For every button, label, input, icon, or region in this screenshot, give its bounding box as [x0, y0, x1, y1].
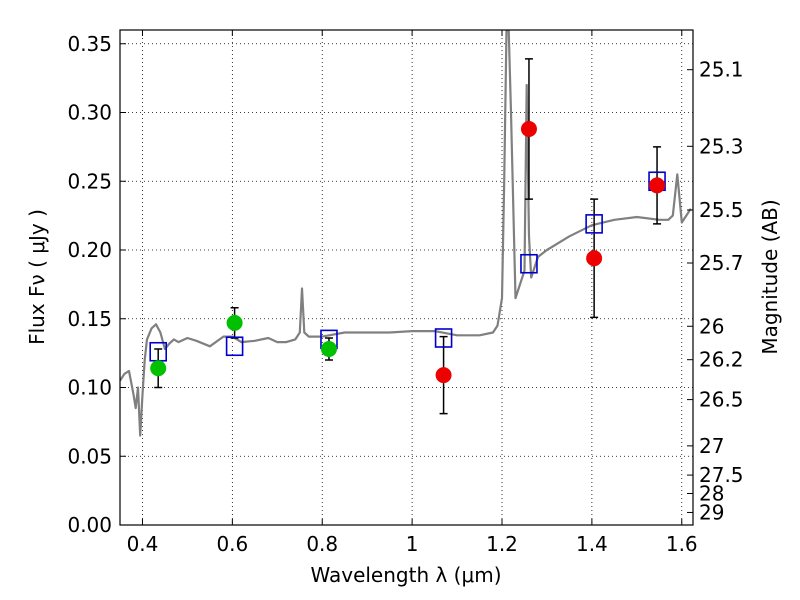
y-tick-label: 0.05 — [67, 444, 112, 468]
model-square-marker — [585, 214, 603, 234]
x-axis-label: Wavelength λ (μm) — [310, 563, 501, 587]
data-point-marker — [649, 177, 666, 194]
y-tick-label: 0.00 — [67, 513, 112, 537]
y2-tick-label: 28 — [699, 482, 724, 506]
x-tick-label: 1.4 — [576, 532, 608, 556]
data-point-marker — [320, 341, 337, 357]
data-point-marker — [150, 360, 167, 377]
y-tick-label: 0.10 — [67, 376, 112, 400]
data-point-marker — [435, 367, 452, 384]
data-point-marker — [586, 250, 603, 267]
model-square-marker — [520, 253, 538, 274]
y2-tick-label: 25.7 — [699, 251, 744, 275]
x-tick-label: 0.4 — [127, 532, 159, 556]
spectrum-line — [120, 30, 692, 437]
x-tick-label: 0.6 — [216, 532, 248, 556]
y2-tick-label: 25.1 — [699, 58, 744, 82]
plot-frame — [119, 29, 694, 526]
x-axis-ticks: 0.4 0.6 0.8 1 1.2 1.4 1.6 — [127, 30, 698, 556]
model-square-marker — [434, 328, 453, 348]
x-tick-label: 1.2 — [486, 532, 518, 556]
data-point-marker — [226, 314, 243, 331]
y2-tick-label: 25.3 — [699, 134, 744, 158]
series-lines — [120, 30, 692, 437]
y-tick-label: 0.25 — [67, 169, 112, 193]
y2-tick-label: 25.5 — [699, 198, 744, 222]
x-tick-label: 1 — [406, 532, 419, 556]
y-tick-label: 0.35 — [67, 32, 112, 56]
data-markers — [149, 121, 666, 384]
y2-axis-label: Magnitude (AB) — [758, 199, 782, 354]
y2-tick-label: 27 — [699, 434, 724, 458]
y-tick-label: 0.30 — [67, 101, 112, 125]
y-axis-label: Flux Fν ( μJy ) — [25, 209, 49, 345]
x-tick-label: 1.6 — [666, 532, 698, 556]
model-square-marker — [225, 336, 244, 357]
y2-tick-label: 26 — [699, 314, 724, 338]
y-tick-label: 0.15 — [67, 307, 112, 331]
grid — [120, 30, 693, 526]
y2-tick-label: 29 — [699, 500, 724, 524]
y2-tick-label: 26.5 — [699, 388, 744, 412]
y2-tick-label: 27.5 — [699, 463, 744, 487]
y2-tick-label: 26.2 — [699, 348, 744, 372]
data-point-marker — [520, 121, 537, 137]
y-tick-label: 0.20 — [67, 238, 112, 262]
y-axis-ticks: 0.00 0.05 0.10 0.15 0.20 0.25 0.30 0.35 — [67, 32, 126, 537]
x-tick-label: 0.8 — [306, 532, 338, 556]
